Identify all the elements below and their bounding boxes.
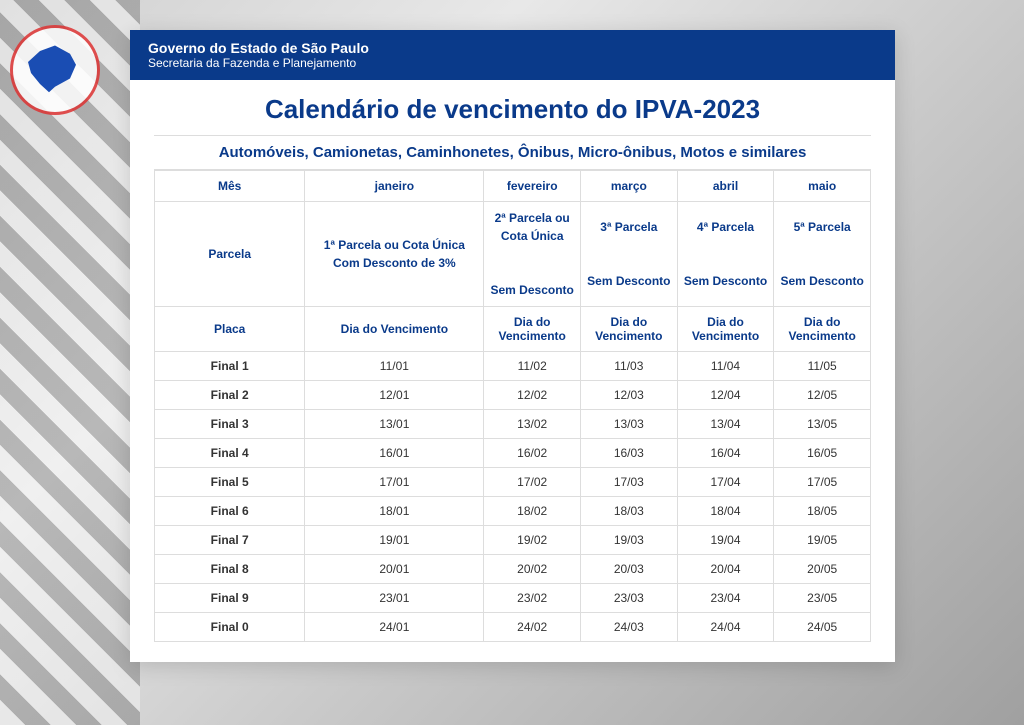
date-cell: 17/01 <box>305 468 484 497</box>
dia-jan: Dia do Vencimento <box>305 307 484 352</box>
date-cell: 17/04 <box>677 468 774 497</box>
placa-cell: Final 2 <box>155 381 305 410</box>
date-cell: 18/04 <box>677 497 774 526</box>
date-cell: 20/05 <box>774 555 871 584</box>
date-cell: 18/05 <box>774 497 871 526</box>
date-cell: 12/03 <box>581 381 678 410</box>
dia-fev: Dia do Vencimento <box>484 307 581 352</box>
month-row: Mês janeiro fevereiro março abril maio <box>155 171 871 202</box>
date-cell: 24/03 <box>581 613 678 642</box>
date-cell: 20/04 <box>677 555 774 584</box>
month-fev: fevereiro <box>484 171 581 202</box>
date-cell: 17/03 <box>581 468 678 497</box>
parcela-label: Parcela <box>155 202 305 307</box>
vehicle-types-subtitle: Automóveis, Camionetas, Caminhonetes, Ôn… <box>154 135 871 170</box>
dia-mai: Dia do Vencimento <box>774 307 871 352</box>
placa-cell: Final 4 <box>155 439 305 468</box>
table-row: Final 212/0112/0212/0312/0412/05 <box>155 381 871 410</box>
date-cell: 24/02 <box>484 613 581 642</box>
placa-cell: Final 7 <box>155 526 305 555</box>
parcela-mai: 5ª ParcelaSem Desconto <box>774 202 871 307</box>
date-cell: 17/05 <box>774 468 871 497</box>
table-row: Final 923/0123/0223/0323/0423/05 <box>155 584 871 613</box>
date-cell: 23/02 <box>484 584 581 613</box>
placa-label: Placa <box>155 307 305 352</box>
placa-cell: Final 6 <box>155 497 305 526</box>
dia-abr: Dia do Vencimento <box>677 307 774 352</box>
date-cell: 12/05 <box>774 381 871 410</box>
table-row: Final 820/0120/0220/0320/0420/05 <box>155 555 871 584</box>
date-cell: 16/04 <box>677 439 774 468</box>
date-cell: 12/01 <box>305 381 484 410</box>
table-row: Final 719/0119/0219/0319/0419/05 <box>155 526 871 555</box>
date-cell: 13/05 <box>774 410 871 439</box>
date-cell: 13/03 <box>581 410 678 439</box>
date-cell: 24/05 <box>774 613 871 642</box>
header-subtitle: Secretaria da Fazenda e Planejamento <box>148 56 877 70</box>
date-cell: 23/05 <box>774 584 871 613</box>
date-cell: 18/03 <box>581 497 678 526</box>
parcela-fev: 2ª Parcela ou Cota ÚnicaSem Desconto <box>484 202 581 307</box>
placa-row: Placa Dia do Vencimento Dia do Venciment… <box>155 307 871 352</box>
date-cell: 24/04 <box>677 613 774 642</box>
placa-cell: Final 1 <box>155 352 305 381</box>
month-abr: abril <box>677 171 774 202</box>
date-cell: 18/02 <box>484 497 581 526</box>
table-row: Final 618/0118/0218/0318/0418/05 <box>155 497 871 526</box>
header-title: Governo do Estado de São Paulo <box>148 40 877 56</box>
date-cell: 24/01 <box>305 613 484 642</box>
date-cell: 13/02 <box>484 410 581 439</box>
date-cell: 23/03 <box>581 584 678 613</box>
parcela-abr: 4ª ParcelaSem Desconto <box>677 202 774 307</box>
date-cell: 20/02 <box>484 555 581 584</box>
date-cell: 19/04 <box>677 526 774 555</box>
date-cell: 13/04 <box>677 410 774 439</box>
date-cell: 18/01 <box>305 497 484 526</box>
table-row: Final 111/0111/0211/0311/0411/05 <box>155 352 871 381</box>
date-cell: 12/04 <box>677 381 774 410</box>
date-cell: 13/01 <box>305 410 484 439</box>
date-cell: 11/04 <box>677 352 774 381</box>
date-cell: 19/05 <box>774 526 871 555</box>
parcela-row: Parcela 1ª Parcela ou Cota Única Com Des… <box>155 202 871 307</box>
date-cell: 11/01 <box>305 352 484 381</box>
date-cell: 20/03 <box>581 555 678 584</box>
date-cell: 23/01 <box>305 584 484 613</box>
placa-cell: Final 0 <box>155 613 305 642</box>
table-row: Final 517/0117/0217/0317/0417/05 <box>155 468 871 497</box>
date-cell: 17/02 <box>484 468 581 497</box>
dia-mar: Dia do Vencimento <box>581 307 678 352</box>
date-cell: 16/05 <box>774 439 871 468</box>
month-jan: janeiro <box>305 171 484 202</box>
date-cell: 19/02 <box>484 526 581 555</box>
table-row: Final 024/0124/0224/0324/0424/05 <box>155 613 871 642</box>
date-cell: 19/01 <box>305 526 484 555</box>
main-panel: Governo do Estado de São Paulo Secretari… <box>130 30 895 662</box>
date-cell: 11/02 <box>484 352 581 381</box>
placa-cell: Final 5 <box>155 468 305 497</box>
placa-cell: Final 9 <box>155 584 305 613</box>
parcela-jan: 1ª Parcela ou Cota Única Com Desconto de… <box>305 202 484 307</box>
month-mar: março <box>581 171 678 202</box>
placa-cell: Final 3 <box>155 410 305 439</box>
date-cell: 16/02 <box>484 439 581 468</box>
date-cell: 16/03 <box>581 439 678 468</box>
date-cell: 12/02 <box>484 381 581 410</box>
header-bar: Governo do Estado de São Paulo Secretari… <box>130 30 895 80</box>
parcela-mar: 3ª ParcelaSem Desconto <box>581 202 678 307</box>
date-cell: 19/03 <box>581 526 678 555</box>
date-cell: 11/03 <box>581 352 678 381</box>
date-cell: 16/01 <box>305 439 484 468</box>
calendar-table: Mês janeiro fevereiro março abril maio P… <box>154 170 871 642</box>
table-row: Final 313/0113/0213/0313/0413/05 <box>155 410 871 439</box>
month-mai: maio <box>774 171 871 202</box>
date-cell: 20/01 <box>305 555 484 584</box>
page-title: Calendário de vencimento do IPVA-2023 <box>130 80 895 135</box>
date-cell: 23/04 <box>677 584 774 613</box>
placa-cell: Final 8 <box>155 555 305 584</box>
table-row: Final 416/0116/0216/0316/0416/05 <box>155 439 871 468</box>
mes-label: Mês <box>155 171 305 202</box>
date-cell: 11/05 <box>774 352 871 381</box>
